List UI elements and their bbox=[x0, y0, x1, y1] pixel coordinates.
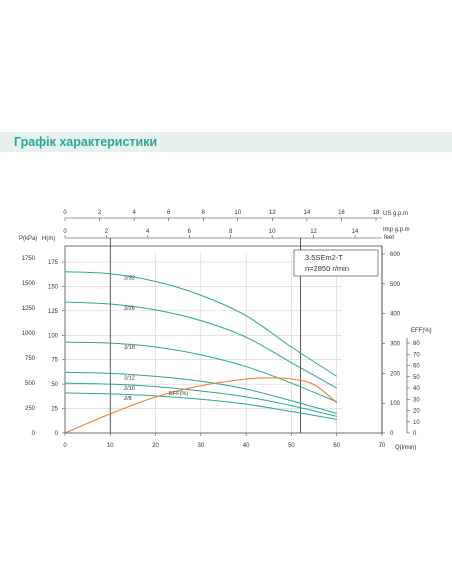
head-tick-label: 100 bbox=[48, 333, 59, 339]
eff-tick-label: 40 bbox=[413, 386, 420, 392]
pressure-tick-label: 750 bbox=[25, 356, 36, 362]
feet-tick-label: 600 bbox=[390, 252, 401, 258]
head-curve-2-10 bbox=[64, 382, 337, 417]
us-gpm-tick-label: 4 bbox=[132, 210, 136, 216]
feet-axis-label: feet bbox=[384, 235, 394, 241]
section-header-band bbox=[0, 132, 452, 152]
imp-gpm-tick-label: 12 bbox=[310, 229, 317, 235]
feet-tick-label: 500 bbox=[390, 282, 401, 288]
imp-gpm-tick-label: 8 bbox=[229, 229, 233, 235]
pressure-tick-label: 1250 bbox=[22, 306, 36, 312]
q-tick-label: 60 bbox=[333, 443, 340, 449]
efficiency-curve-label: EFF(%) bbox=[169, 391, 188, 397]
us-gpm-tick-label: 16 bbox=[338, 210, 345, 216]
model-box bbox=[293, 249, 379, 277]
q-tick-label: 20 bbox=[152, 443, 159, 449]
us-gpm-tick-label: 18 bbox=[373, 210, 380, 216]
head-curve-2-18 bbox=[64, 341, 337, 403]
pressure-tick-label: 500 bbox=[25, 381, 36, 387]
head-curve-2-12 bbox=[64, 371, 337, 414]
q-tick-label: 10 bbox=[107, 443, 114, 449]
eff-tick-label: 0 bbox=[413, 431, 417, 437]
imp-gpm-axis-label: Imp g.p.m bbox=[383, 227, 410, 233]
q-tick-label: 40 bbox=[243, 443, 250, 449]
pressure-axis-label: P(kPa) bbox=[19, 236, 37, 242]
head-curve-2-26 bbox=[64, 301, 337, 389]
imp-gpm-tick-label: 14 bbox=[352, 229, 359, 235]
pressure-tick-label: 1500 bbox=[22, 281, 36, 287]
eff-axis-label: EFF(%) bbox=[411, 328, 432, 334]
head-curve-2-8 bbox=[64, 392, 337, 420]
head-tick-label: 50 bbox=[51, 382, 58, 388]
eff-tick-label: 80 bbox=[413, 341, 420, 347]
eff-tick-label: 50 bbox=[413, 375, 420, 381]
head-axis-label: H(m) bbox=[42, 236, 55, 242]
head-tick-label: 150 bbox=[48, 284, 59, 290]
head-tick-label: 25 bbox=[51, 407, 58, 413]
eff-tick-label: 10 bbox=[413, 420, 420, 426]
model-name: 3.5SEm2-T bbox=[305, 253, 343, 262]
imp-gpm-tick-label: 10 bbox=[269, 229, 276, 235]
feet-tick-label: 0 bbox=[390, 431, 394, 437]
us-gpm-tick-label: 10 bbox=[234, 210, 241, 216]
head-curve-label: 2/32 bbox=[124, 276, 135, 282]
q-axis-label: Q(l/min) bbox=[395, 445, 416, 451]
us-gpm-axis-label: US g.p.m bbox=[383, 211, 408, 217]
q-tick-label: 50 bbox=[288, 443, 295, 449]
feet-tick-label: 200 bbox=[390, 371, 401, 377]
us-gpm-tick-label: 12 bbox=[269, 210, 276, 216]
us-gpm-tick-label: 0 bbox=[63, 210, 67, 216]
pressure-tick-label: 1000 bbox=[22, 331, 36, 337]
imp-gpm-tick-label: 4 bbox=[146, 229, 150, 235]
us-gpm-tick-label: 8 bbox=[202, 210, 206, 216]
feet-tick-label: 300 bbox=[390, 342, 401, 348]
model-speed: n=2850 r/min bbox=[305, 264, 349, 273]
efficiency-curve bbox=[64, 377, 338, 434]
head-curve-label: 2/12 bbox=[124, 375, 135, 381]
feet-tick-label: 100 bbox=[390, 401, 401, 407]
us-gpm-tick-label: 6 bbox=[167, 210, 171, 216]
eff-tick-label: 30 bbox=[413, 397, 420, 403]
head-curve-label: 2/18 bbox=[124, 345, 135, 351]
pressure-tick-label: 1750 bbox=[22, 256, 36, 262]
q-tick-label: 0 bbox=[63, 443, 67, 449]
feet-tick-label: 400 bbox=[390, 312, 401, 318]
eff-tick-label: 20 bbox=[413, 409, 420, 415]
pressure-tick-label: 250 bbox=[25, 406, 36, 412]
eff-tick-label: 60 bbox=[413, 364, 420, 370]
head-curve-2-32 bbox=[64, 271, 337, 377]
head-tick-label: 175 bbox=[48, 260, 59, 266]
head-tick-label: 75 bbox=[51, 358, 58, 364]
head-tick-label: 125 bbox=[48, 309, 59, 315]
us-gpm-tick-label: 2 bbox=[98, 210, 102, 216]
head-tick-label: 0 bbox=[55, 431, 59, 437]
q-tick-label: 70 bbox=[379, 443, 386, 449]
imp-gpm-tick-label: 2 bbox=[105, 229, 109, 235]
pressure-tick-label: 0 bbox=[32, 431, 36, 437]
section-title: Графік характеристики bbox=[14, 135, 158, 149]
head-curve-label: 2/8 bbox=[124, 396, 132, 402]
head-curve-label: 2/10 bbox=[124, 386, 135, 392]
q-tick-label: 30 bbox=[198, 443, 205, 449]
us-gpm-tick-label: 14 bbox=[304, 210, 311, 216]
eff-tick-label: 70 bbox=[413, 352, 420, 358]
imp-gpm-tick-label: 6 bbox=[188, 229, 192, 235]
imp-gpm-tick-label: 0 bbox=[63, 229, 67, 235]
head-curve-label: 2/26 bbox=[124, 306, 135, 312]
